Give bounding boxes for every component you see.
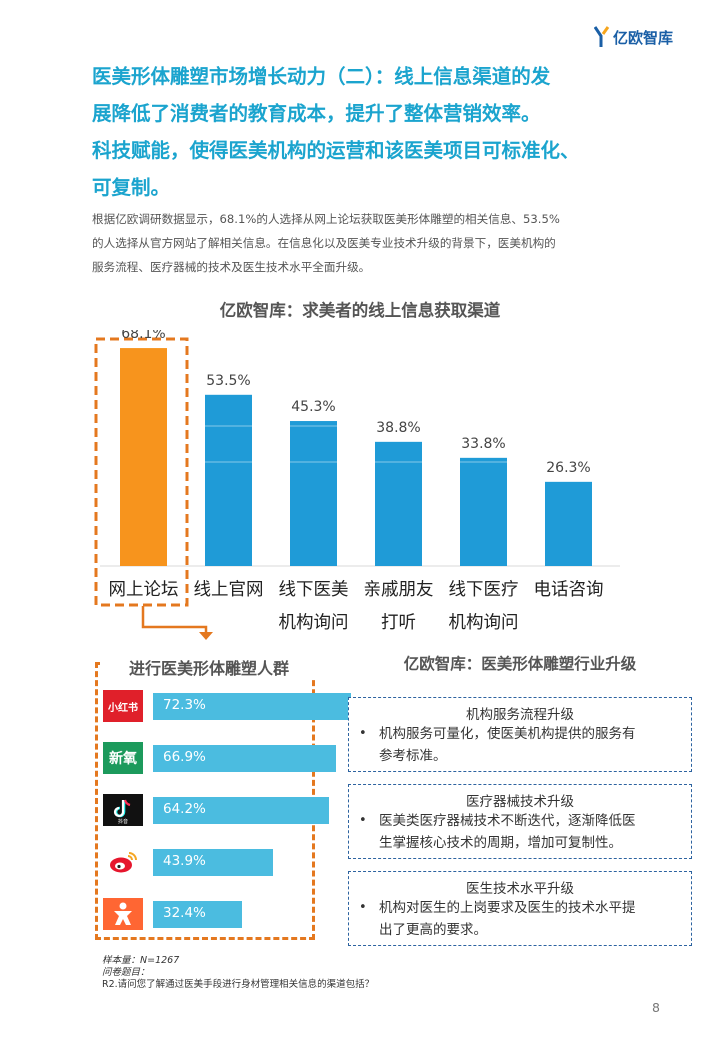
intro-line: 的人选择从官方网站了解相关信息。在信息化以及医美专业技术升级的背景下，医美机构的: [92, 236, 556, 250]
platform-value-label: 32.4%: [163, 905, 206, 921]
platform-row: 43.9%: [103, 846, 363, 878]
platform-value-label: 72.3%: [163, 697, 206, 713]
intro-paragraph: 根据亿欧调研数据显示，68.1%的人选择从网上论坛获取医美形体雕塑的相关信息、5…: [92, 207, 652, 279]
page-headline: 医美形体雕塑市场增长动力（二）：线上信息渠道的发 展降低了消费者的教育成本，提升…: [92, 58, 652, 206]
upgrade-box-title: 医疗器械技术升级: [466, 794, 574, 810]
platform-bar: 64.2%: [153, 797, 329, 824]
channel-chart-title: 亿欧智库：求美者的线上信息获取渠道: [219, 301, 501, 320]
upgrade-box: 医疗器械技术升级医美类医疗器械技术不断迭代，逐渐降低医生掌握核心技术的周期，增加…: [348, 784, 692, 859]
connector-arrow: [141, 606, 208, 634]
category-label: 机构询问: [279, 613, 349, 633]
platform-row: 32.4%: [103, 898, 363, 930]
platform-chart-title: 进行医美形体雕塑人群: [100, 655, 318, 679]
footnote: 样本量：N=1267 问卷题目： R2.请问您了解通过医美手段进行身材管理相关信…: [102, 955, 374, 991]
upgrade-box-title: 机构服务流程升级: [466, 707, 574, 723]
headline-line: 科技赋能，使得医美机构的运营和该医美项目可标准化、: [92, 139, 580, 162]
headline-line: 展降低了消费者的教育成本，提升了整体营销效率。: [92, 102, 541, 125]
channel-bar: [120, 348, 167, 566]
highlight-dashed-box: [94, 337, 189, 607]
channel-bar: [545, 481, 592, 566]
soyoung-icon: 新氧: [103, 742, 143, 774]
intro-line: 服务流程、医疗器械的技术及医生技术水平全面升级。: [92, 260, 371, 274]
channel-bar: [290, 421, 337, 566]
connector-arrowhead: [199, 632, 213, 640]
category-label: 网上论坛: [109, 580, 179, 600]
logo-mark-icon: [594, 26, 610, 47]
channel-bar: [205, 394, 252, 566]
category-label: 机构询问: [449, 613, 519, 633]
bar-value-label: 33.8%: [461, 436, 505, 452]
upgrade-text-line: 参考标准。: [379, 748, 447, 764]
platform-value-label: 66.9%: [163, 749, 206, 765]
category-label: 电话咨询: [534, 580, 604, 600]
platform-value-label: 43.9%: [163, 853, 206, 869]
upgrade-box-title: 医生技术水平升级: [466, 881, 574, 897]
logo: 亿欧智库: [594, 22, 673, 52]
category-label: 线上官网: [194, 580, 264, 600]
douyin-icon: 抖音: [103, 794, 143, 826]
bar-value-label: 38.8%: [376, 420, 420, 436]
footnote-question: R2.请问您了解通过医美手段进行身材管理相关信息的渠道包括？: [102, 979, 375, 990]
footnote-sample: 样本量：N=1267: [102, 955, 180, 966]
upgrade-box: 医生技术水平升级机构对医生的上岗要求及医生的技术水平提出了更高的要求。: [348, 871, 692, 946]
channel-bar: [375, 441, 422, 566]
category-label: 打听: [381, 613, 416, 633]
upgrade-text-line: 医美类医疗器械技术不断迭代，逐渐降低医: [379, 813, 636, 829]
platform-row: 小红书 72.3%: [103, 690, 363, 722]
bar-value-label: 45.3%: [291, 399, 335, 415]
platform-value-label: 64.2%: [163, 801, 206, 817]
headline-line: 医美形体雕塑市场增长动力（二）：线上信息渠道的发: [92, 65, 551, 88]
platform-bar: 32.4%: [153, 901, 242, 928]
bar-value-label: 53.5%: [206, 373, 250, 389]
platform-row: 抖音 64.2%: [103, 794, 363, 826]
svg-text:抖音: 抖音: [118, 818, 128, 825]
dianping-icon: [103, 898, 143, 930]
upgrade-text-line: 机构对医生的上岗要求及医生的技术水平提: [379, 900, 636, 916]
platform-bar: 72.3%: [153, 693, 351, 720]
logo-text: 亿欧智库: [613, 28, 674, 47]
headline-line: 可复制。: [92, 176, 171, 199]
page-number: 8: [652, 1000, 660, 1015]
upgrade-text-line: 机构服务可量化，使医美机构提供的服务有: [379, 726, 636, 742]
weibo-icon: [103, 846, 143, 878]
upgrade-section-title: 亿欧智库：医美形体雕塑行业升级: [403, 655, 637, 673]
footnote-question-label: 问卷题目：: [102, 967, 150, 978]
platform-row: 新氧 66.9%: [103, 742, 363, 774]
xiaohongshu-icon: 小红书: [103, 690, 143, 722]
bar-value-label: 68.1%: [121, 330, 165, 342]
channel-bar-chart: 68.1%53.5%45.3%38.8%33.8%26.3% 网上论坛 线上官网线…: [94, 330, 620, 640]
intro-line: 根据亿欧调研数据显示，68.1%的人选择从网上论坛获取医美形体雕塑的相关信息、5…: [92, 212, 560, 226]
channel-bar: [460, 457, 507, 566]
upgrade-text-line: 出了更高的要求。: [379, 922, 487, 938]
platform-bar: 43.9%: [153, 849, 274, 876]
platform-bar: 66.9%: [153, 745, 337, 772]
upgrade-text-line: 生掌握核心技术的周期，增加可复制性。: [379, 835, 622, 851]
category-label: 亲戚朋友: [364, 580, 434, 600]
category-label: 线下医疗: [449, 580, 519, 600]
category-label: 线下医美: [279, 580, 349, 600]
bar-value-label: 26.3%: [546, 460, 590, 476]
